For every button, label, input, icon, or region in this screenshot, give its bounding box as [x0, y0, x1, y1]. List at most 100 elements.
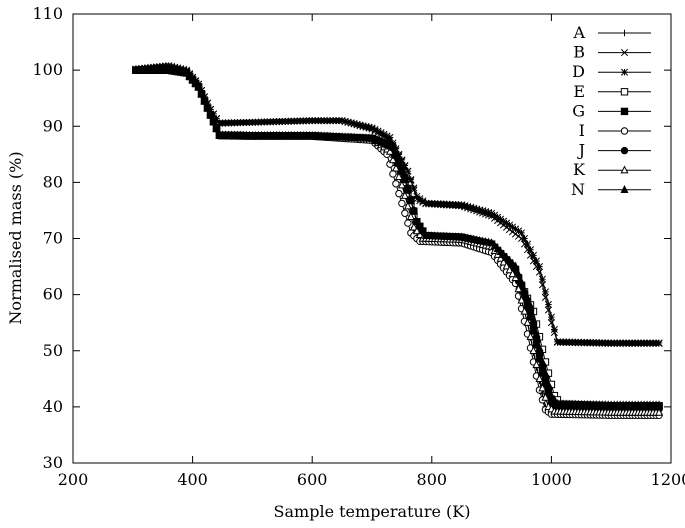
data-point-k — [526, 331, 535, 340]
data-point-n — [655, 400, 664, 409]
data-point-n — [388, 142, 397, 151]
data-point-n — [538, 357, 547, 366]
legend-label-i: I — [579, 121, 585, 140]
data-point-n — [418, 226, 427, 235]
data-point-d — [529, 251, 538, 259]
legend-item-e: E — [573, 82, 651, 101]
data-point-d — [365, 123, 373, 131]
data-point-i — [398, 199, 406, 208]
data-point-d — [491, 211, 499, 219]
data-point-d — [461, 202, 469, 210]
data-point-n — [400, 174, 409, 183]
data-point-k — [535, 373, 544, 383]
legend-item-d: D — [572, 62, 651, 81]
data-point-n — [409, 206, 418, 215]
data-point-k — [388, 155, 397, 164]
data-point-d — [541, 288, 549, 296]
y-tick-label: 70 — [43, 229, 63, 248]
data-point-k — [529, 345, 538, 354]
data-point-d — [532, 257, 541, 265]
data-point-d — [526, 246, 535, 254]
data-point-d — [419, 197, 427, 205]
y-axis-title: Normalised mass (%) — [6, 151, 25, 324]
data-point-d — [383, 132, 391, 140]
x-tick-label: 1000 — [531, 470, 572, 489]
data-point-n — [511, 261, 520, 270]
data-point-d — [377, 129, 385, 137]
data-point-k — [508, 269, 517, 278]
data-point-n — [397, 166, 406, 175]
data-point-k — [520, 306, 529, 315]
data-point-n — [191, 78, 200, 87]
data-point-d — [359, 122, 367, 130]
legend-marker-d — [620, 68, 629, 76]
data-point-k — [403, 201, 412, 210]
legend-marker-k — [620, 165, 629, 174]
data-point-d — [467, 203, 475, 211]
data-point-i — [392, 180, 400, 188]
data-point-n — [535, 343, 544, 352]
data-point-d — [368, 124, 376, 132]
data-point-d — [482, 208, 490, 216]
data-point-k — [655, 407, 664, 416]
data-point-k — [385, 146, 394, 155]
data-point-k — [541, 392, 550, 401]
x-tick-label: 400 — [177, 470, 208, 489]
data-point-n — [529, 315, 538, 324]
data-point-d — [341, 117, 349, 125]
legend-marker-i — [620, 127, 629, 135]
data-point-d — [407, 176, 415, 184]
data-point-n — [203, 103, 212, 112]
data-point-d — [479, 207, 487, 215]
legend-label-a: A — [572, 23, 585, 42]
data-point-d — [488, 209, 496, 217]
data-point-k — [523, 317, 532, 326]
data-point-d — [344, 118, 352, 126]
data-point-n — [182, 68, 191, 77]
data-point-k — [409, 222, 418, 231]
data-point-d — [413, 192, 421, 200]
data-point-n — [209, 116, 218, 125]
data-point-i — [401, 209, 409, 217]
data-point-n — [391, 150, 400, 159]
data-point-d — [470, 204, 478, 212]
data-point-k — [496, 253, 505, 262]
data-point-d — [374, 127, 382, 135]
data-point-d — [404, 167, 412, 175]
data-point-k — [514, 284, 523, 293]
data-point-d — [473, 205, 481, 213]
legend-item-j: J — [577, 141, 651, 160]
data-point-d — [523, 240, 532, 248]
data-point-n — [526, 301, 535, 310]
data-point-n — [541, 368, 550, 377]
data-point-n — [206, 110, 215, 119]
data-point-d — [520, 234, 529, 243]
x-tick-label: 600 — [297, 470, 328, 489]
data-point-k — [400, 190, 409, 199]
data-point-n — [520, 285, 529, 294]
y-tick-label: 90 — [43, 116, 63, 135]
data-point-d — [517, 229, 526, 237]
data-point-d — [476, 206, 484, 214]
legend-item-n: N — [571, 180, 651, 199]
data-point-n — [550, 395, 559, 404]
legend-label-b: B — [573, 43, 585, 62]
data-point-d — [502, 219, 511, 227]
y-tick-label: 80 — [43, 172, 63, 191]
legend-label-e: E — [573, 82, 585, 101]
data-point-d — [550, 325, 558, 333]
legend-item-k: K — [573, 160, 651, 179]
data-point-n — [406, 195, 415, 204]
axis-ticks: 200 400 600 800 1000 1200 30 40 50 60 70 80 90 100 110 — [32, 4, 685, 489]
data-point-k — [412, 226, 421, 235]
data-point-n — [394, 158, 403, 167]
series-n — [131, 65, 664, 409]
data-point-n — [517, 277, 526, 286]
data-point-n — [532, 329, 541, 338]
legend-item-i: I — [579, 121, 651, 140]
data-point-k — [397, 180, 406, 189]
y-tick-label: 40 — [43, 397, 63, 416]
data-point-d — [362, 122, 370, 131]
